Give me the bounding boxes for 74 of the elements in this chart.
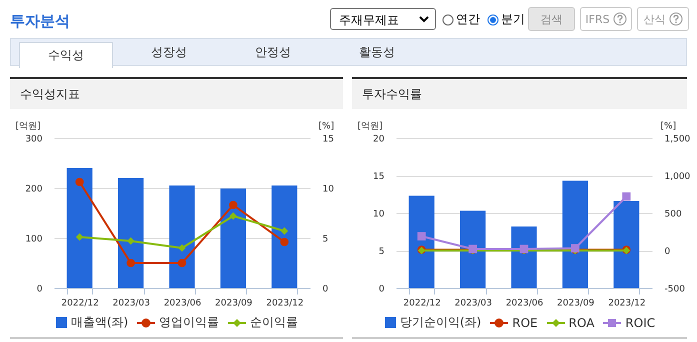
x-tick-label: 2023/09 bbox=[557, 298, 595, 308]
y-axis-title: [억원] bbox=[15, 122, 40, 132]
point bbox=[127, 237, 135, 245]
text: 투자분석 bbox=[10, 12, 70, 31]
y-axis-title: [억원] bbox=[357, 122, 382, 132]
bar bbox=[169, 186, 195, 288]
text: 연간 bbox=[456, 11, 480, 28]
y-tick-label: 10 bbox=[373, 210, 385, 220]
text: 검색 bbox=[528, 7, 575, 31]
x-tick-label: 2023/06 bbox=[506, 298, 544, 308]
y2-tick-label: 500 bbox=[664, 210, 682, 220]
point bbox=[178, 244, 186, 252]
y-tick-label: 5 bbox=[378, 247, 384, 257]
point bbox=[229, 200, 238, 210]
legend-label: 당기순이익(좌) bbox=[400, 314, 482, 331]
x-tick-label: 2023/06 bbox=[164, 298, 202, 308]
legend-label: ROIC bbox=[625, 316, 656, 330]
text: 산식 bbox=[644, 12, 666, 26]
y-tick-label: 20 bbox=[373, 134, 385, 144]
bar bbox=[272, 186, 298, 288]
point bbox=[229, 212, 237, 220]
point bbox=[178, 258, 186, 268]
legend-label: 순이익률 bbox=[250, 314, 298, 331]
y-tick-label: 100 bbox=[25, 234, 43, 244]
y2-tick-label: 1,000 bbox=[664, 172, 691, 182]
text: 활동성 bbox=[358, 44, 396, 61]
legend-label: 매출액(좌) bbox=[70, 314, 128, 331]
y2-tick-label: 15 bbox=[322, 134, 334, 144]
point bbox=[76, 233, 84, 241]
bar bbox=[408, 196, 434, 288]
point bbox=[126, 258, 135, 268]
x-tick-label: 2023/03 bbox=[112, 298, 150, 308]
point bbox=[417, 232, 426, 240]
bar bbox=[220, 188, 246, 288]
x-tick-label: 2023/12 bbox=[266, 298, 304, 308]
bar bbox=[66, 168, 92, 288]
y-tick-label: 15 bbox=[373, 172, 384, 182]
y2-axis-title: [%] bbox=[318, 122, 334, 132]
x-tick-label: 2022/12 bbox=[403, 298, 441, 308]
bar bbox=[118, 178, 144, 288]
chart-title: 수익성지표 bbox=[10, 79, 343, 109]
y2-axis-title: [%] bbox=[660, 122, 676, 132]
text: 주재무제표 bbox=[330, 8, 436, 30]
legend-label: ROE bbox=[512, 316, 538, 330]
point bbox=[75, 178, 84, 186]
y2-tick-label: 5 bbox=[322, 234, 328, 244]
y-tick-label: 300 bbox=[25, 134, 43, 144]
y2-tick-label: 10 bbox=[322, 184, 334, 194]
y2-tick-label: 0 bbox=[664, 247, 670, 257]
point bbox=[280, 238, 289, 246]
point bbox=[280, 227, 288, 235]
text: 성장성 bbox=[150, 44, 188, 61]
bar bbox=[460, 210, 486, 288]
text: IFRS bbox=[585, 12, 610, 26]
point bbox=[622, 192, 631, 201]
chart-title: 투자수익률 bbox=[352, 79, 687, 109]
text: 수익성 bbox=[19, 42, 113, 68]
x-tick-label: 2023/12 bbox=[608, 298, 646, 308]
text: 안정성 bbox=[254, 44, 292, 61]
y-tick-label: 0 bbox=[378, 284, 385, 294]
legend-label: 영업이익률 bbox=[159, 314, 220, 331]
legend-label: ROA bbox=[568, 316, 594, 330]
bar bbox=[614, 201, 640, 288]
y-tick-label: 0 bbox=[36, 284, 43, 294]
y2-tick-label: -500 bbox=[664, 284, 686, 294]
y2-tick-label: 0 bbox=[322, 284, 328, 294]
y2-tick-label: 1,500 bbox=[664, 134, 691, 144]
x-tick-label: 2023/03 bbox=[454, 298, 492, 308]
x-tick-label: 2023/09 bbox=[215, 298, 253, 308]
bar bbox=[511, 226, 537, 288]
x-tick-label: 2022/12 bbox=[61, 298, 99, 308]
bar bbox=[562, 180, 588, 288]
text: 분기 bbox=[501, 11, 525, 28]
y-tick-label: 200 bbox=[25, 184, 43, 194]
